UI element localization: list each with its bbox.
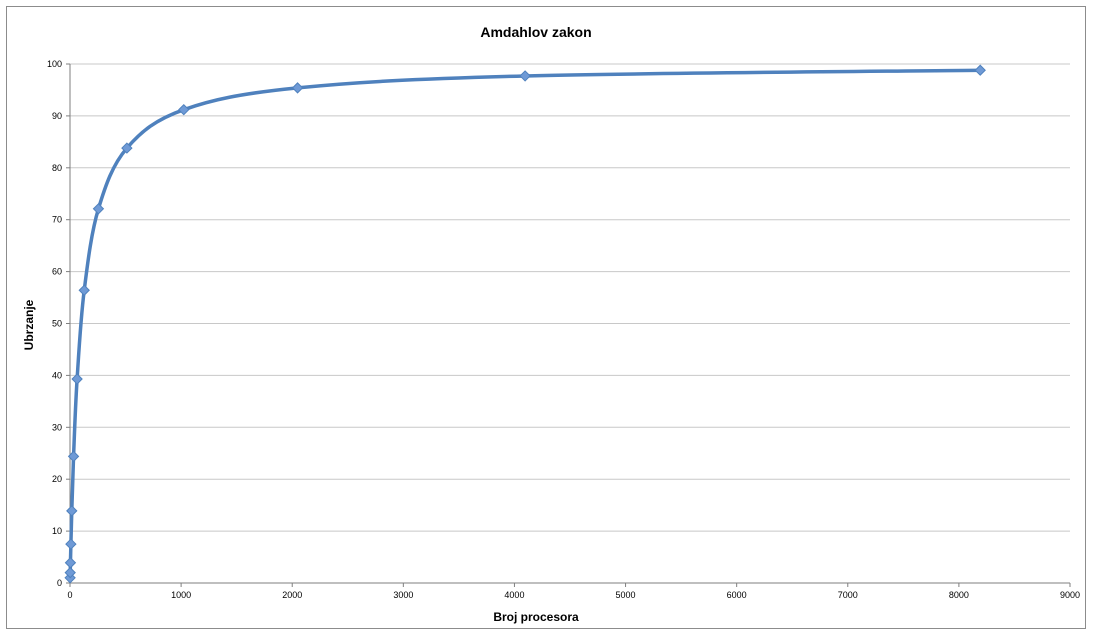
x-tick-label: 1000	[171, 590, 191, 600]
y-tick-labels: 0 10 20 30 40 50 60 70 80 90 100	[47, 59, 62, 588]
y-tick-label: 10	[52, 526, 62, 536]
data-point	[64, 566, 76, 579]
y-tick-label: 100	[47, 59, 62, 69]
data-point	[974, 64, 986, 76]
data-point	[67, 450, 80, 463]
x-tick-label: 6000	[727, 590, 747, 600]
y-tick-label: 20	[52, 474, 62, 484]
y-tick-label: 80	[52, 163, 62, 173]
data-point	[121, 142, 133, 154]
x-tick-label: 7000	[838, 590, 858, 600]
y-tick-label: 50	[52, 319, 62, 329]
series-layer	[64, 64, 986, 584]
data-point	[71, 373, 83, 385]
series-line	[68, 68, 982, 580]
data-point	[64, 557, 77, 569]
data-point	[66, 505, 78, 517]
data-point	[65, 538, 77, 550]
data-point	[78, 284, 90, 296]
chart-svg: Amdahlov zakon 0 10 20 30 40 50 60 70 80 90 100 0 1…	[22, 24, 1080, 624]
y-tick-label: 60	[52, 267, 62, 277]
y-tick-label: 40	[52, 370, 62, 380]
gridlines	[70, 63, 1070, 532]
data-point	[519, 70, 531, 82]
x-tick-label: 8000	[949, 590, 969, 600]
y-axis-title: Ubrzanje	[22, 299, 36, 350]
x-tick-labels: 0 1000 2000 3000 4000 5000 6000 7000 8000 9000	[67, 590, 1080, 600]
chart-title: Amdahlov zakon	[480, 24, 591, 40]
x-tick-label: 4000	[504, 590, 524, 600]
y-tick-label: 0	[57, 578, 62, 588]
data-point	[92, 203, 105, 215]
x-tick-label: 9000	[1060, 590, 1080, 600]
y-tick-label: 90	[52, 111, 62, 121]
x-tick-label: 3000	[393, 590, 413, 600]
x-tick-label: 0	[67, 590, 72, 600]
chart-frame: Amdahlov zakon 0 10 20 30 40 50 60 70 80 90 100 0 1…	[6, 6, 1086, 629]
x-tick-label: 2000	[282, 590, 302, 600]
data-point	[178, 103, 190, 116]
x-axis-title: Broj procesora	[493, 610, 579, 624]
axes	[66, 63, 1071, 587]
x-tick-label: 5000	[616, 590, 636, 600]
data-point	[291, 82, 304, 94]
y-tick-label: 30	[52, 422, 62, 432]
y-tick-label: 70	[52, 215, 62, 225]
